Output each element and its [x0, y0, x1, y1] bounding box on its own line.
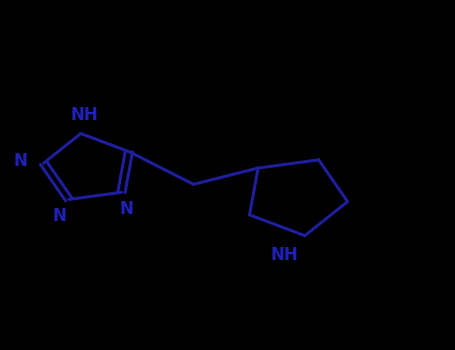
- Text: NH: NH: [270, 246, 298, 264]
- Text: N: N: [13, 152, 27, 170]
- Text: NH: NH: [71, 106, 98, 124]
- Text: N: N: [119, 200, 133, 218]
- Text: N: N: [53, 207, 66, 225]
